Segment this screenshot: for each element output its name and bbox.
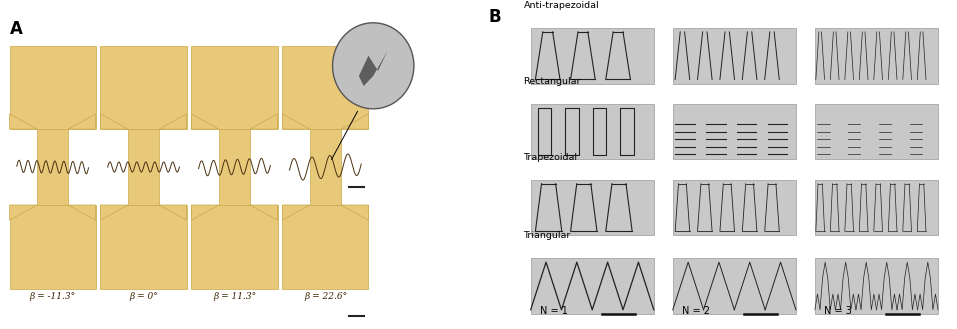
Bar	[620, 108, 634, 155]
Bar	[815, 180, 938, 235]
Polygon shape	[100, 114, 128, 129]
Polygon shape	[159, 205, 187, 220]
Polygon shape	[191, 114, 219, 129]
Text: N = 3: N = 3	[824, 306, 853, 316]
Text: Rectangular: Rectangular	[523, 77, 581, 86]
Bar	[566, 108, 579, 155]
Polygon shape	[341, 205, 368, 220]
Bar	[531, 104, 654, 160]
Bar	[815, 28, 938, 84]
FancyBboxPatch shape	[282, 205, 368, 289]
Text: β = 11.3°: β = 11.3°	[212, 292, 256, 301]
Polygon shape	[100, 205, 128, 220]
Polygon shape	[341, 114, 368, 129]
Text: N = 2: N = 2	[682, 306, 710, 316]
FancyBboxPatch shape	[219, 129, 250, 205]
Text: β = 22.6°: β = 22.6°	[303, 292, 347, 301]
FancyBboxPatch shape	[128, 129, 159, 205]
Polygon shape	[68, 205, 96, 220]
Bar	[815, 258, 938, 314]
Polygon shape	[191, 205, 219, 220]
FancyBboxPatch shape	[310, 129, 341, 205]
Bar	[815, 104, 938, 160]
Polygon shape	[250, 205, 278, 220]
Polygon shape	[250, 114, 278, 129]
Bar	[673, 180, 796, 235]
Text: β = -11.3°: β = -11.3°	[30, 292, 76, 301]
Bar	[538, 108, 551, 155]
Bar	[531, 28, 654, 84]
Polygon shape	[68, 114, 96, 129]
Polygon shape	[159, 114, 187, 129]
Text: Trapezoidal: Trapezoidal	[523, 153, 578, 162]
Text: Anti-trapezoidal: Anti-trapezoidal	[523, 1, 599, 10]
FancyBboxPatch shape	[100, 205, 187, 289]
Text: B: B	[488, 8, 501, 26]
FancyBboxPatch shape	[10, 205, 96, 289]
Polygon shape	[10, 114, 37, 129]
Bar	[673, 258, 796, 314]
Bar	[592, 108, 606, 155]
Bar	[673, 104, 796, 160]
Polygon shape	[282, 114, 310, 129]
FancyBboxPatch shape	[10, 45, 96, 129]
FancyBboxPatch shape	[191, 45, 278, 129]
FancyBboxPatch shape	[282, 45, 368, 129]
Text: β = 0°: β = 0°	[129, 292, 158, 301]
Text: N = 1: N = 1	[540, 306, 568, 316]
Circle shape	[333, 23, 414, 109]
Text: Triangular: Triangular	[523, 231, 571, 240]
Polygon shape	[10, 205, 37, 220]
Polygon shape	[359, 51, 388, 86]
FancyBboxPatch shape	[37, 129, 68, 205]
Text: A: A	[10, 20, 22, 38]
Bar	[531, 258, 654, 314]
Bar	[531, 180, 654, 235]
Bar	[673, 28, 796, 84]
Polygon shape	[282, 205, 310, 220]
FancyBboxPatch shape	[100, 45, 187, 129]
FancyBboxPatch shape	[191, 205, 278, 289]
